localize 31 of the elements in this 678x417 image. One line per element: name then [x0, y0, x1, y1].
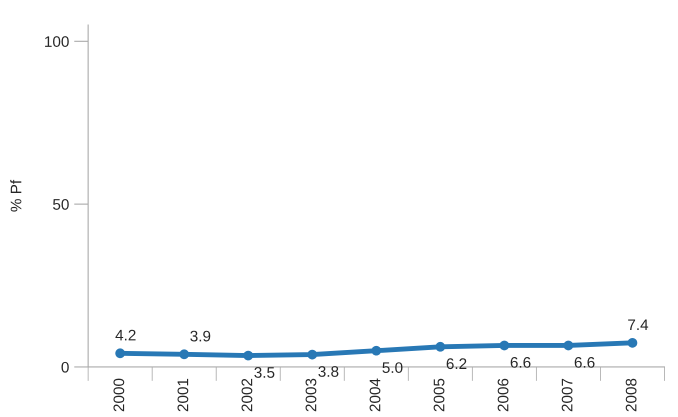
y-tick-label: 0 — [61, 362, 69, 373]
x-tick-label: 2008 — [626, 378, 637, 412]
data-label: 3.5 — [254, 367, 274, 378]
x-tick-label: 2005 — [434, 378, 444, 412]
x-tick-label: 2007 — [562, 378, 572, 412]
x-tick-label: 2002 — [242, 378, 252, 412]
x-tick-label: 2003 — [306, 378, 316, 412]
point — [435, 342, 446, 352]
x-tick-label: 2006 — [498, 378, 508, 412]
data-label: 7.4 — [628, 319, 648, 330]
data-label: 6.6 — [510, 356, 530, 368]
point — [243, 350, 254, 360]
data-label: 6.2 — [446, 358, 466, 370]
x-tick-label: 2004 — [370, 378, 380, 412]
y-tick-label: 100 — [45, 36, 69, 47]
point — [179, 349, 190, 360]
point — [371, 346, 382, 356]
x-tick-label: 2000 — [113, 378, 124, 412]
point — [499, 340, 510, 350]
y-tick-label: 50 — [53, 199, 69, 210]
data-label: 3.9 — [190, 330, 210, 342]
point — [564, 340, 574, 350]
point — [307, 350, 318, 360]
x-tick-label: 2001 — [177, 378, 188, 412]
data-label: 5.0 — [382, 362, 402, 374]
data-label: 3.8 — [318, 366, 338, 377]
point — [628, 338, 638, 348]
data-label: 6.6 — [574, 356, 595, 368]
y-axis-title: % Pf — [10, 180, 22, 212]
data-label: 4.2 — [115, 330, 136, 340]
point — [115, 348, 126, 358]
